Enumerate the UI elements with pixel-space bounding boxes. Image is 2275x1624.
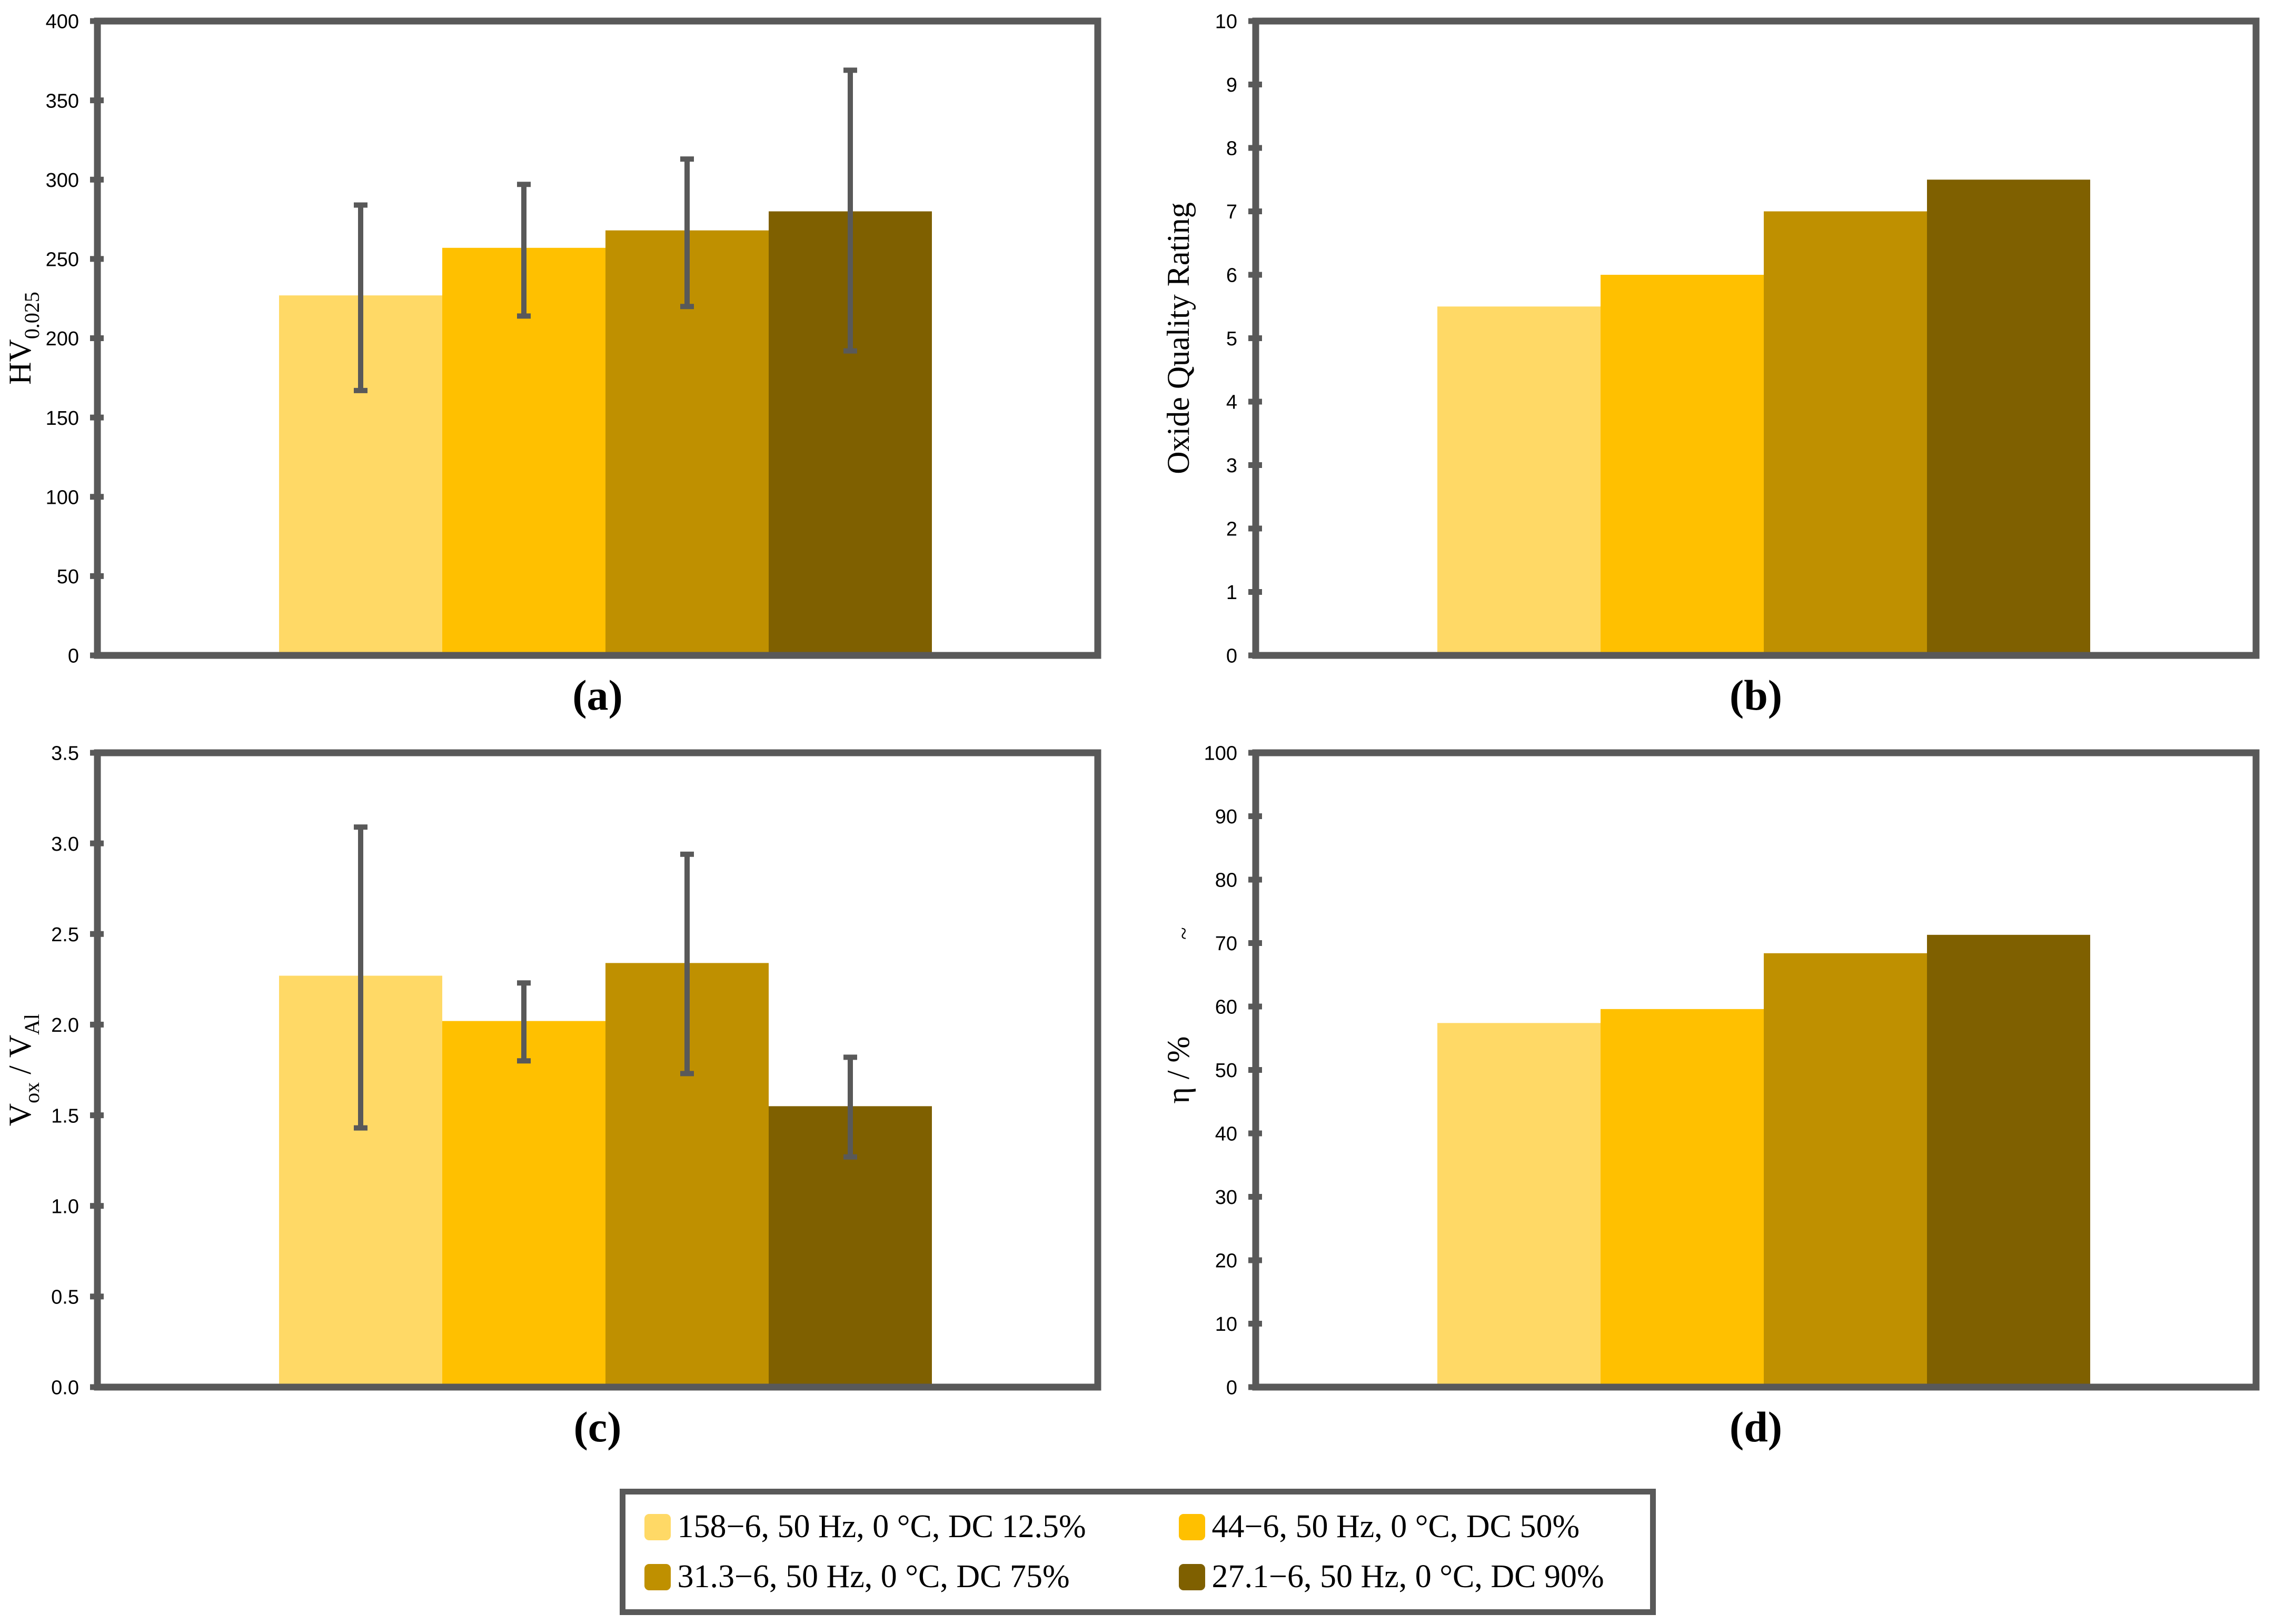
- error-bar-c-3: [680, 851, 694, 1077]
- bar-b-1: [1437, 306, 1601, 659]
- y-tick-label-b: 7: [1226, 201, 1237, 223]
- y-tick-label-d: 90: [1215, 806, 1237, 828]
- bar-d-4: [1927, 934, 2090, 1390]
- panel-c: 0.0 0.5 1.0 1.5 2.0 2.5 3.0 3.5 Vox / VAl (c): [0, 732, 1116, 1469]
- y-tick-label-b: 6: [1226, 265, 1237, 287]
- y-tick-label-a: 150: [46, 407, 79, 430]
- error-bar-a-3: [680, 156, 694, 310]
- caption-d: (d): [1729, 1403, 1783, 1451]
- legend-item-4: 27.1−6, 50 Hz, 0 °C, DC 90%: [1178, 1558, 1631, 1596]
- bar-d-3: [1764, 953, 1927, 1390]
- legend-label-2: 44−6, 50 Hz, 0 °C, DC 50%: [1211, 1509, 1580, 1545]
- legend-swatch-3: [644, 1563, 671, 1590]
- y-tick-label-b: 10: [1215, 11, 1237, 33]
- legend-swatch-1: [644, 1513, 671, 1540]
- y-tick-label-a: 0: [68, 645, 79, 667]
- y-tick-label-b: 5: [1226, 328, 1237, 350]
- legend-item-3: 31.3−6, 50 Hz, 0 °C, DC 75%: [644, 1558, 1179, 1596]
- y-tick-label-c: 3.5: [51, 743, 79, 765]
- y-tick-label-d: 70: [1215, 933, 1237, 955]
- y-tick-label-b: 9: [1226, 74, 1237, 96]
- y-tick-label-d: 50: [1215, 1060, 1237, 1082]
- y-tick-label-d: 20: [1215, 1250, 1237, 1272]
- y-tick-label-c: 2.5: [51, 924, 79, 946]
- y-tick-label-c: 2.0: [51, 1014, 79, 1037]
- y-axis-title-c: Vox / VAl: [3, 1014, 44, 1126]
- plot-frame-c: [94, 749, 1101, 1391]
- stray-tilde-mark: ~: [1171, 927, 1197, 940]
- y-tick-label-a: 350: [46, 90, 79, 112]
- bar-d-2: [1601, 1009, 1764, 1390]
- caption-b: (b): [1729, 671, 1783, 719]
- y-tick-label-b: 8: [1226, 138, 1237, 160]
- legend-item-2: 44−6, 50 Hz, 0 °C, DC 50%: [1178, 1508, 1631, 1546]
- legend-item-1: 158−6, 50 Hz, 0 °C, DC 12.5%: [644, 1508, 1179, 1546]
- y-tick-label-d: 30: [1215, 1187, 1237, 1209]
- y-tick-label-b: 2: [1226, 519, 1237, 541]
- y-tick-label-d: 60: [1215, 997, 1237, 1019]
- y-tick-label-b: 3: [1226, 455, 1237, 477]
- y-tick-label-a: 300: [46, 170, 79, 192]
- legend-label-1: 158−6, 50 Hz, 0 °C, DC 12.5%: [677, 1509, 1086, 1545]
- caption-c: (c): [573, 1403, 622, 1451]
- chart-a-svg: 0 50 100 150 200 250 300 350 400 HV0.025: [3, 11, 1101, 667]
- caption-a: (a): [572, 671, 623, 719]
- y-tick-label-c: 1.5: [51, 1105, 79, 1127]
- y-tick-label-a: 400: [46, 11, 79, 33]
- error-bar-c-1: [354, 824, 367, 1131]
- bar-c-2: [442, 1021, 605, 1390]
- y-axis-title-d: η / %: [1161, 1036, 1196, 1103]
- panel-a: 0 50 100 150 200 250 300 350 400 HV0.025 (a): [0, 0, 1116, 737]
- bar-b-3: [1764, 211, 1927, 659]
- y-tick-label-d: 80: [1215, 870, 1237, 892]
- error-bar-a-2: [517, 182, 531, 319]
- y-tick-label-c: 0.0: [51, 1377, 79, 1399]
- bar-b-2: [1601, 275, 1764, 659]
- error-bar-c-2: [517, 980, 531, 1064]
- panel-b: 0 1 2 3 4 5 6 7 8 9 10 Oxide Quality Rating (b): [1158, 0, 2274, 737]
- chart-c-svg: 0.0 0.5 1.0 1.5 2.0 2.5 3.0 3.5 Vox / VAl: [3, 743, 1101, 1399]
- y-tick-label-c: 0.5: [51, 1287, 79, 1309]
- y-tick-label-d: 100: [1204, 743, 1237, 765]
- legend-label-4: 27.1−6, 50 Hz, 0 °C, DC 90%: [1211, 1559, 1604, 1595]
- y-tick-label-b: 4: [1226, 392, 1237, 414]
- legend-swatch-2: [1178, 1513, 1205, 1540]
- y-tick-label-d: 40: [1215, 1123, 1237, 1145]
- y-tick-label-c: 1.0: [51, 1195, 79, 1218]
- y-tick-label-b: 1: [1226, 582, 1237, 604]
- error-bar-c-4: [843, 1054, 857, 1160]
- y-tick-label-a: 100: [46, 486, 79, 509]
- y-axis-title-a: HV0.025: [3, 292, 44, 385]
- legend-box: 158−6, 50 Hz, 0 °C, DC 12.5% 44−6, 50 Hz…: [619, 1489, 1656, 1615]
- y-tick-label-b: 0: [1226, 645, 1237, 667]
- panel-d: 0 10 20 30 40 50 60 70 80 90 100 η / % ~ (d): [1158, 732, 2274, 1469]
- y-tick-label-d: 0: [1226, 1377, 1237, 1399]
- chart-b-svg: 0 1 2 3 4 5 6 7 8 9 10 Oxide Quality Rating: [1161, 11, 2260, 667]
- y-tick-label-d: 10: [1215, 1313, 1237, 1336]
- y-axis-title-b: Oxide Quality Rating: [1161, 202, 1196, 474]
- y-tick-label-a: 250: [46, 249, 79, 271]
- legend-swatch-4: [1178, 1563, 1205, 1590]
- legend-label-3: 31.3−6, 50 Hz, 0 °C, DC 75%: [677, 1559, 1070, 1595]
- error-bar-a-1: [354, 202, 367, 393]
- chart-d-svg: 0 10 20 30 40 50 60 70 80 90 100 η / % ~: [1161, 743, 2260, 1399]
- error-bar-a-4: [843, 67, 857, 354]
- y-tick-label-a: 50: [57, 566, 79, 588]
- y-tick-label-c: 3.0: [51, 833, 79, 855]
- y-tick-label-a: 200: [46, 328, 79, 350]
- bar-d-1: [1437, 1023, 1601, 1390]
- bar-b-4: [1927, 180, 2090, 659]
